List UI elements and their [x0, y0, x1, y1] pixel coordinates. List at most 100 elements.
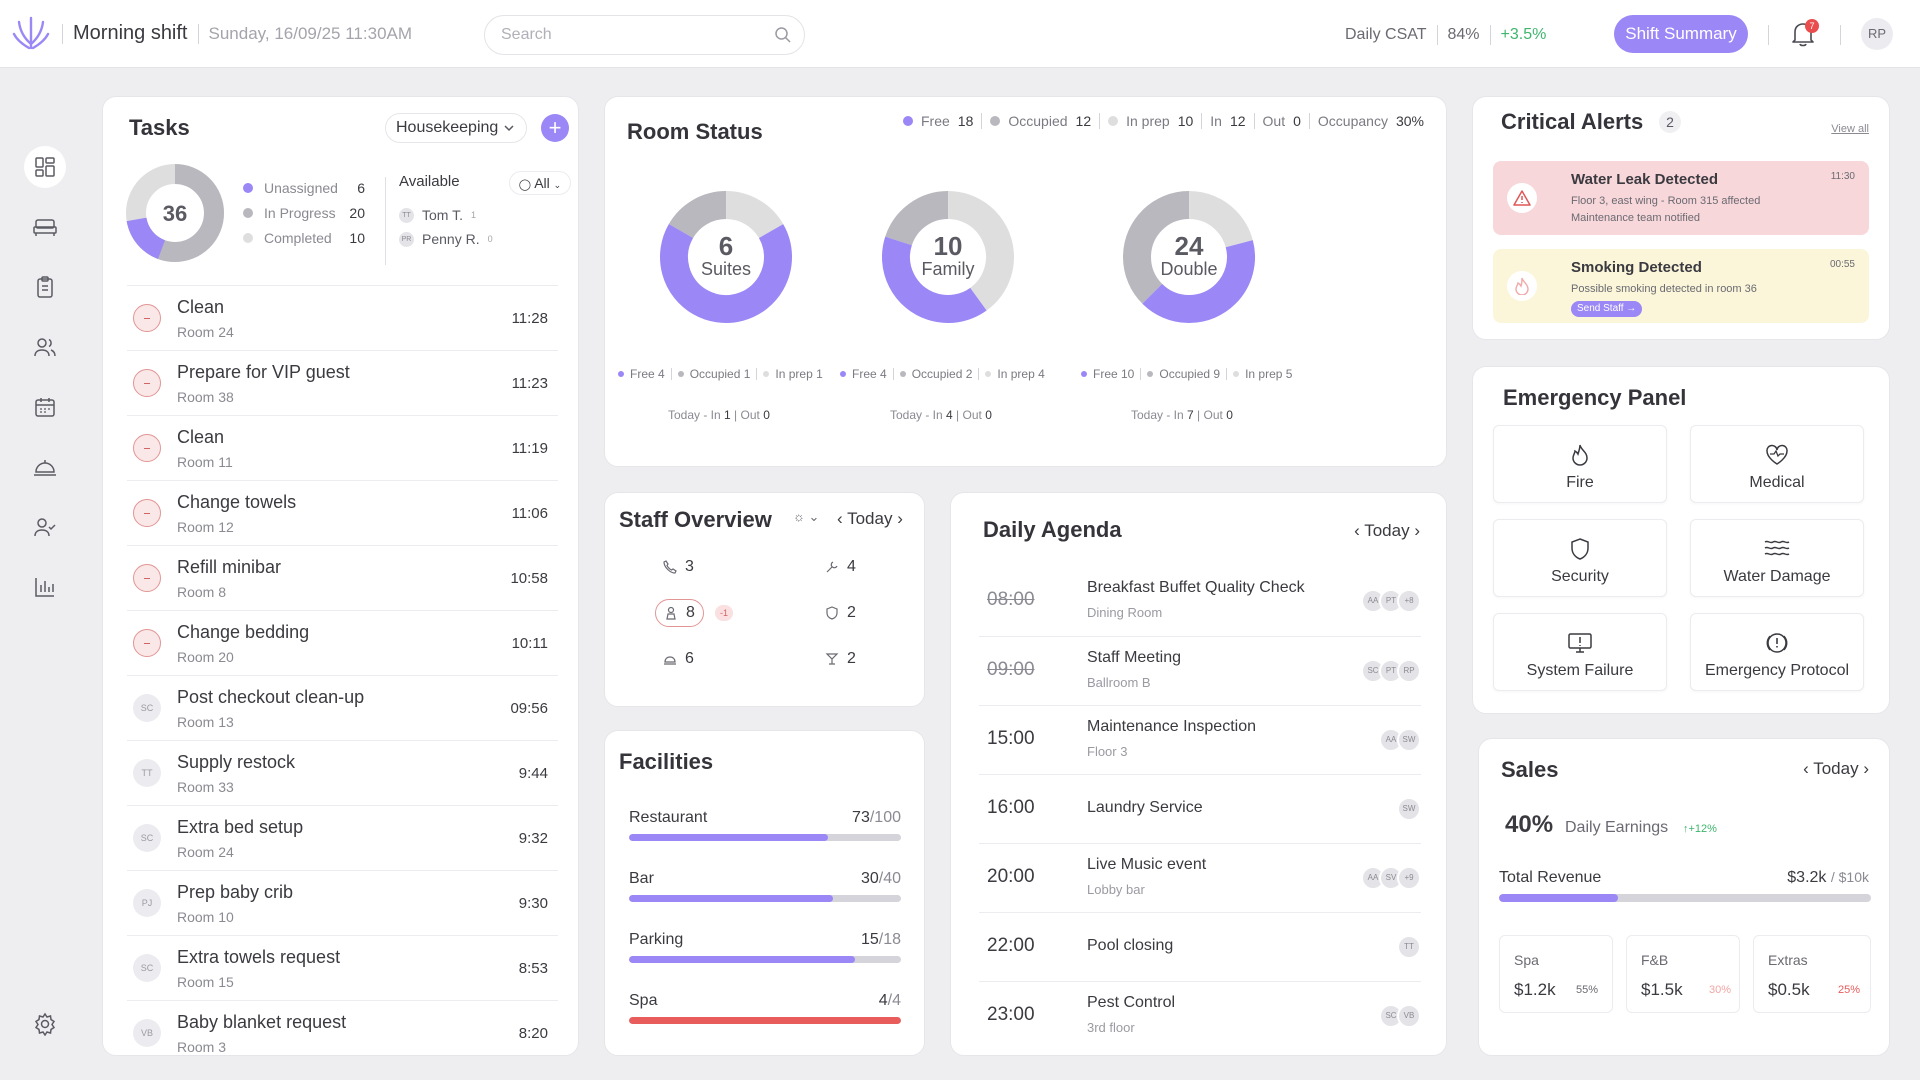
chevron-right-icon[interactable]: › — [1863, 759, 1869, 778]
emergency-security-button[interactable]: Security — [1493, 519, 1667, 597]
task-row[interactable]: Change bedding Room 20 10:11 — [127, 610, 558, 675]
sales-day-nav[interactable]: ‹ Today › — [1803, 759, 1869, 779]
attendee-avatar: SW — [1397, 728, 1421, 752]
available-staff-penny[interactable]: PR Penny R. 0 — [399, 231, 493, 247]
sidebar-item-settings[interactable] — [24, 1003, 66, 1045]
divider — [385, 177, 386, 265]
legend-occupied-value: 12 — [1075, 113, 1092, 129]
view-all-link[interactable]: View all — [1831, 123, 1869, 135]
arrow-up-icon: ↑ — [1683, 823, 1689, 835]
task-row[interactable]: SC Post checkout clean-up Room 13 09:56 — [127, 675, 558, 740]
facility-usage-bar — [629, 956, 901, 963]
alert-water-leak[interactable]: Water Leak Detected Floor 3, east wing -… — [1493, 161, 1869, 235]
sales-category: Spa — [1514, 952, 1539, 968]
task-name: Baby blanket request — [177, 1012, 347, 1032]
task-time: 10:58 — [510, 570, 548, 587]
lotus-logo-icon[interactable] — [12, 14, 50, 52]
user-avatar[interactable]: RP — [1861, 18, 1893, 50]
task-row[interactable]: Clean Room 24 11:28 — [127, 285, 558, 350]
task-row[interactable]: VB Baby blanket request Room 3 8:20 — [127, 1000, 558, 1065]
search-box[interactable] — [484, 15, 805, 55]
task-row[interactable]: Prepare for VIP guest Room 38 11:23 — [127, 350, 558, 415]
staff-chip-maintenance[interactable]: 4 — [817, 553, 864, 581]
staff-chip-room-service[interactable]: 6 — [655, 645, 702, 673]
chevron-right-icon[interactable]: › — [897, 509, 903, 528]
room-type-label: 10 Family — [866, 232, 1030, 280]
flame-icon — [1515, 277, 1529, 295]
agenda-item[interactable]: 16:00 Laundry Service SW — [979, 774, 1421, 843]
assignee-avatar: VB — [133, 1019, 161, 1047]
department-select[interactable]: Housekeeping — [385, 113, 527, 143]
staff-view-toggle[interactable]: ☼ ⌄ — [793, 509, 819, 525]
staff-chip-phone[interactable]: 3 — [655, 553, 702, 581]
sidebar-item-rooms[interactable] — [24, 206, 66, 248]
sidebar-item-services[interactable] — [24, 446, 66, 488]
add-task-button[interactable]: + — [541, 114, 569, 142]
earnings-delta-value: +12% — [1688, 823, 1717, 835]
agenda-item[interactable]: 20:00 Live Music event Lobby bar AA SV +9 — [979, 843, 1421, 912]
staff-initials: PR — [399, 231, 414, 247]
sidebar-item-staff[interactable] — [24, 326, 66, 368]
staff-shortage-badge: -1 — [715, 605, 733, 621]
chevron-left-icon[interactable]: ‹ — [1354, 521, 1360, 540]
agenda-title: Staff Meeting — [1087, 649, 1181, 666]
calendar-icon — [35, 398, 55, 417]
emergency-medical-button[interactable]: Medical — [1690, 425, 1864, 503]
agenda-item[interactable]: 08:00 Breakfast Buffet Quality Check Dinin… — [979, 567, 1421, 636]
filter-value: All — [534, 175, 550, 191]
legend-occupancy-label: Occupancy — [1317, 113, 1388, 129]
chevron-right-icon[interactable]: › — [1414, 521, 1420, 540]
send-staff-button[interactable]: Send Staff → — [1571, 301, 1643, 317]
search-icon[interactable] — [774, 26, 792, 44]
emergency-fire-button[interactable]: Fire — [1493, 425, 1667, 503]
available-staff-tom[interactable]: TT Tom T. 1 — [399, 207, 476, 223]
task-row[interactable]: SC Extra towels request Room 15 8:53 — [127, 935, 558, 1000]
staff-chip-bar[interactable]: 2 — [817, 645, 864, 673]
staff-day-nav[interactable]: ‹ Today › — [837, 509, 903, 529]
task-room: Room 24 — [177, 844, 234, 860]
staff-chip-housekeeping[interactable]: 8 — [655, 599, 704, 627]
legend-in-progress: In Progress 20 — [243, 200, 365, 225]
assignee-avatar: SC — [133, 694, 161, 722]
facility-usage: 30/40 — [860, 870, 901, 887]
shift-name: Morning shift — [73, 22, 188, 44]
sidebar-item-guests[interactable] — [24, 506, 66, 548]
task-row[interactable]: TT Supply restock Room 33 9:44 — [127, 740, 558, 805]
staff-filter[interactable]: ◯ All ⌄ — [509, 171, 571, 195]
alert-status: Maintenance team notified — [1571, 212, 1701, 224]
staff-chip-security[interactable]: 2 — [817, 599, 864, 627]
task-row[interactable]: SC Extra bed setup Room 24 9:32 — [127, 805, 558, 870]
sidebar-item-calendar[interactable] — [24, 386, 66, 428]
search-input[interactable] — [501, 26, 761, 44]
task-row[interactable]: Change towels Room 12 11:06 — [127, 480, 558, 545]
agenda-item[interactable]: 09:00 Staff Meeting Ballroom B SC PT RP — [979, 636, 1421, 705]
alert-title: Water Leak Detected — [1571, 171, 1718, 188]
emergency-water-damage-button[interactable]: Water Damage — [1690, 519, 1864, 597]
task-name: Post checkout clean-up — [177, 687, 365, 707]
agenda-day-nav[interactable]: ‹ Today › — [1354, 521, 1420, 541]
task-row[interactable]: PJ Prep baby crib Room 10 9:30 — [127, 870, 558, 935]
facilities-title: Facilities — [619, 749, 714, 774]
agenda-item[interactable]: 15:00 Maintenance Inspection Floor 3 AA SW — [979, 705, 1421, 774]
agenda-time: 16:00 — [987, 797, 1035, 818]
facility-name: Spa — [629, 992, 658, 1009]
agenda-item[interactable]: 23:00 Pest Control 3rd floor SC VB — [979, 981, 1421, 1050]
chevron-down-icon: ⌄ — [808, 509, 820, 524]
emergency-system-failure-button[interactable]: System Failure — [1493, 613, 1667, 691]
chevron-left-icon[interactable]: ‹ — [1803, 759, 1809, 778]
sidebar-item-reports[interactable] — [24, 566, 66, 608]
shift-summary-button[interactable]: Shift Summary — [1614, 15, 1748, 53]
agenda-item[interactable]: 22:00 Pool closing TT — [979, 912, 1421, 981]
alert-smoking[interactable]: Smoking Detected Possible smoking detect… — [1493, 249, 1869, 323]
sidebar-item-tasks[interactable] — [24, 266, 66, 308]
sidebar-item-dashboard[interactable] — [24, 146, 66, 188]
room-type-name: Family — [921, 259, 975, 280]
task-row[interactable]: Clean Room 11 11:19 — [127, 415, 558, 480]
task-time: 11:28 — [511, 310, 548, 327]
room-type-name: Double — [1160, 259, 1218, 280]
sales-share: 30% — [1709, 984, 1732, 996]
emergency-protocol-button[interactable]: Emergency Protocol — [1690, 613, 1864, 691]
chevron-left-icon[interactable]: ‹ — [837, 509, 843, 528]
task-row[interactable]: Refill minibar Room 8 10:58 — [127, 545, 558, 610]
divider — [197, 23, 199, 44]
